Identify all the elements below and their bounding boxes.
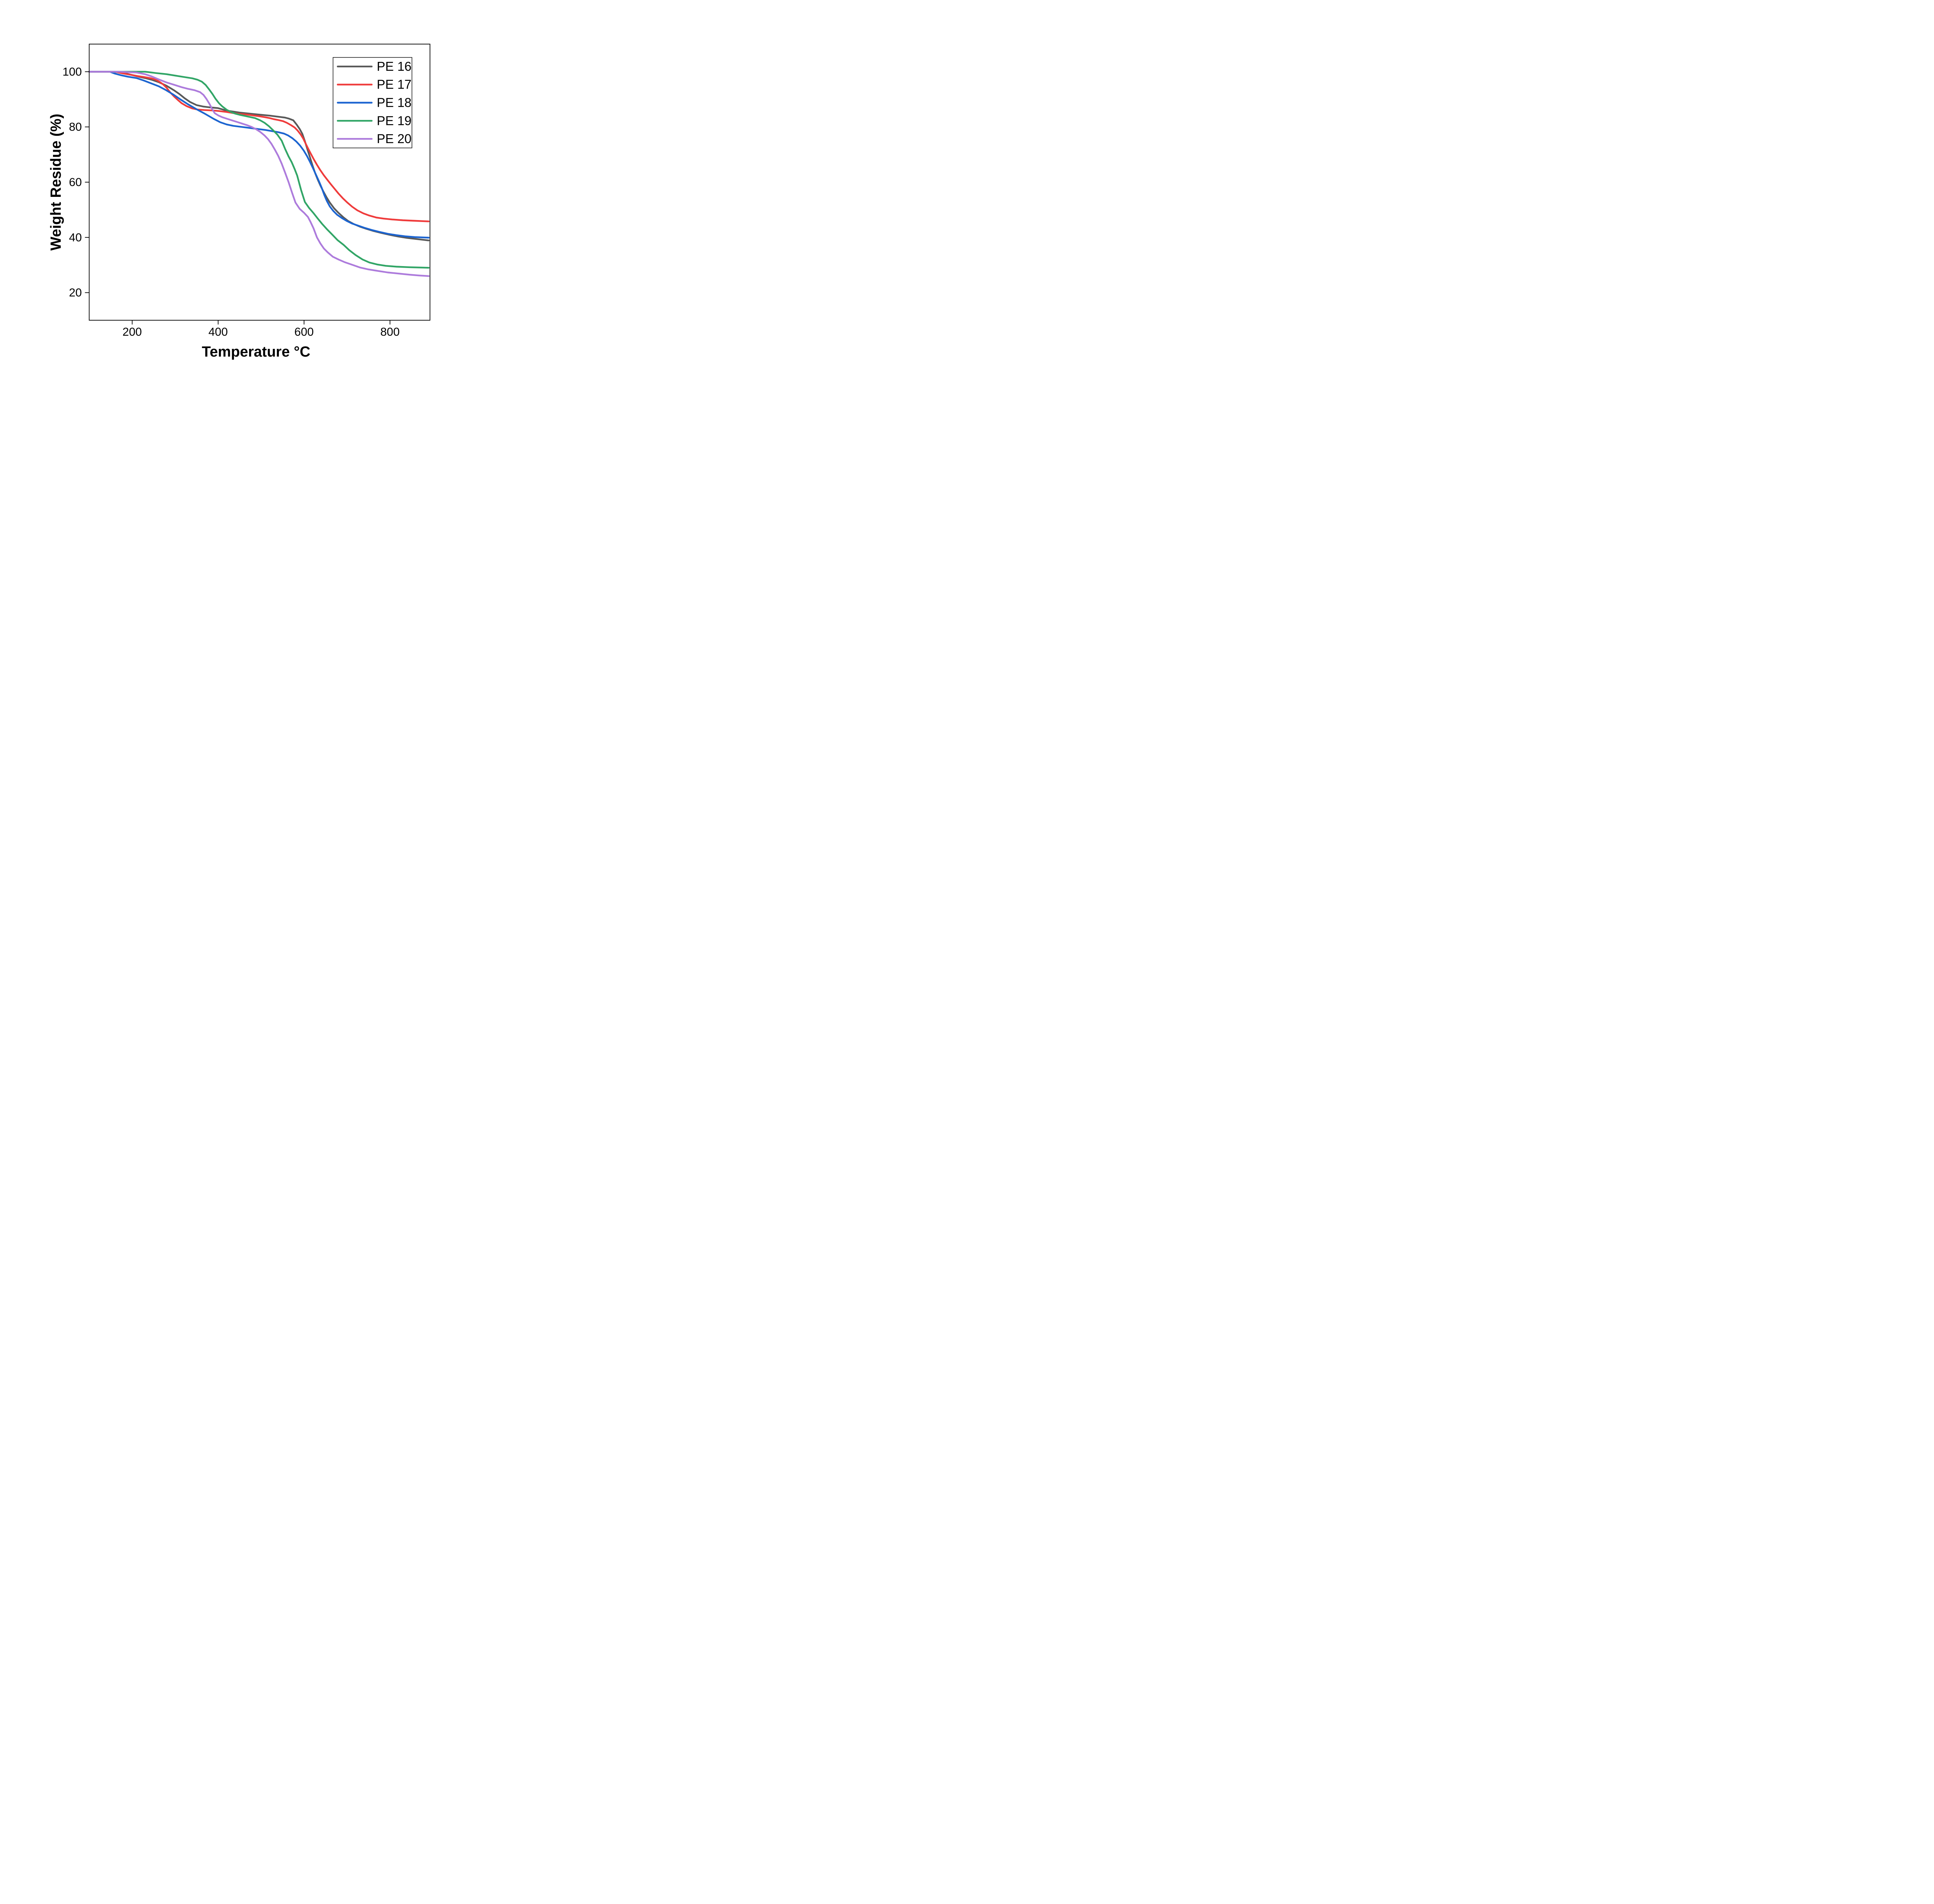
series-pe-18-line <box>88 71 430 239</box>
y-tick-label: 80 <box>69 121 82 133</box>
y-tick-label: 40 <box>69 231 82 244</box>
legend-label-pe-18: PE 18 <box>377 96 412 110</box>
x-tick-label: 800 <box>380 326 400 338</box>
x-axis: 200 400 600 800 <box>123 320 400 338</box>
series-pe-19-line <box>88 71 430 269</box>
x-tick-label: 600 <box>294 326 314 338</box>
legend-label-pe-19: PE 19 <box>377 113 412 128</box>
tga-chart-figure: 200 400 600 800 20 40 60 80 100 PE 16 PE 17 PE 18… <box>0 0 497 381</box>
y-axis-title: Weight Residue (%) <box>48 114 64 251</box>
y-tick-label: 60 <box>69 176 82 189</box>
x-axis-title: Temperature °C <box>202 344 311 360</box>
x-tick-label: 400 <box>208 326 228 338</box>
series-group <box>88 71 430 277</box>
y-tick-label: 100 <box>63 65 82 78</box>
legend-label-pe-17: PE 17 <box>377 77 412 92</box>
legend-label-pe-16: PE 16 <box>377 59 412 73</box>
legend: PE 16 PE 17 PE 18 PE 19 PE 20 <box>333 57 412 149</box>
y-tick-label: 20 <box>69 287 82 299</box>
x-tick-label: 200 <box>123 326 142 338</box>
legend-label-pe-20: PE 20 <box>377 131 412 146</box>
chart-canvas: 200 400 600 800 20 40 60 80 100 PE 16 PE 17 PE 18… <box>48 44 431 360</box>
series-pe-17-line <box>88 71 430 222</box>
y-axis: 20 40 60 80 100 <box>63 65 89 299</box>
series-pe-20-line <box>88 71 430 277</box>
